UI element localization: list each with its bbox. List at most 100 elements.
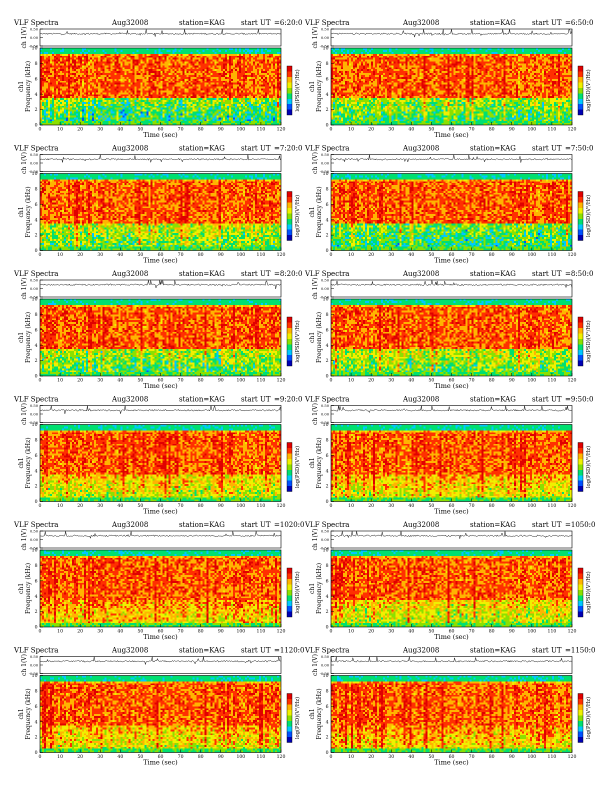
spectrogram-cell [92, 121, 94, 123]
spectrogram-cell [263, 121, 265, 123]
spectrogram-cell [154, 119, 156, 121]
spectrogram-cell [171, 121, 173, 123]
spectrogram-cell [132, 119, 134, 121]
spectrogram-cell [187, 119, 189, 121]
spectrogram-cell [76, 119, 78, 121]
spectrogram-cell [223, 121, 225, 123]
spectrogram-cell [44, 119, 46, 121]
spectrogram-cell [177, 119, 179, 121]
spectrogram-cell [64, 119, 66, 121]
spectrogram-cell [215, 121, 217, 123]
spectrogram-cell [259, 119, 261, 121]
spectrogram-cell [235, 119, 237, 121]
spectrogram-cell [211, 119, 213, 121]
spectrogram-cell [219, 121, 221, 123]
spectrogram-cell [269, 121, 271, 123]
spectrogram-cell [197, 121, 199, 123]
spectrogram-cell [56, 119, 58, 121]
spectrogram-cell [86, 121, 88, 123]
spectrogram-cell [231, 119, 233, 121]
spectrogram-cell [64, 121, 66, 123]
spectrogram-cell [229, 119, 231, 121]
spectrogram-cell [148, 121, 150, 123]
spectrogram-cell [142, 121, 144, 123]
trace-ytick-label: 0.50 [30, 28, 39, 32]
spectrogram-cell [114, 119, 116, 121]
spectrogram-cell [150, 121, 152, 123]
spectrogram-cell [44, 121, 46, 123]
spectrogram-cell [52, 121, 54, 123]
spectrogram-cell [249, 119, 251, 121]
spectrogram-cell [165, 119, 167, 121]
spectrogram-cell [126, 119, 128, 121]
spectrogram-cell [163, 121, 165, 123]
spectrogram-cell [74, 121, 76, 123]
spectrogram-cell [227, 119, 229, 121]
spectrogram-cell [110, 119, 112, 121]
spectra-panel: VLF SpectraAug32008station=KAGstart UT=6… [13, 19, 302, 139]
spectrogram-cell [104, 121, 106, 123]
spectrogram-cell [189, 121, 191, 123]
spectrogram-cell [54, 119, 56, 121]
spectrogram-cell [267, 119, 269, 121]
spectrogram-cell [223, 119, 225, 121]
spectrogram-cell [225, 121, 227, 123]
spectrogram-cell [167, 119, 169, 121]
spectrogram-cell [144, 119, 146, 121]
spectrogram-cell [181, 121, 183, 123]
spectrogram-cell [122, 121, 124, 123]
spectrogram-cell [58, 119, 60, 121]
spectrogram-cell [120, 121, 122, 123]
spectrogram-cell [118, 121, 120, 123]
spectrogram-cell [175, 119, 177, 121]
panel-station-label: station=KAG [179, 19, 225, 27]
spectrogram-cell [88, 121, 90, 123]
spectrogram-cell [134, 121, 136, 123]
spectrogram-cell [203, 119, 205, 121]
spectrogram-cell [90, 119, 92, 121]
spectrogram-cell [249, 121, 251, 123]
spectrogram-cell [94, 119, 96, 121]
spectrogram-cell [122, 119, 124, 121]
trace-ytick-label: 0.00 [30, 36, 39, 40]
spectrogram-cell [158, 119, 160, 121]
spectrogram-cell [128, 119, 130, 121]
spectrogram-cell [100, 119, 102, 121]
spectrogram-cell [221, 121, 223, 123]
spectrogram-cell [185, 119, 187, 121]
spectrogram-cell [237, 121, 239, 123]
spectrogram-cell [130, 121, 132, 123]
spectrogram-cell [241, 119, 243, 121]
trace-frame [40, 29, 281, 46]
spectrogram-cell [86, 119, 88, 121]
spectrogram-cell [163, 119, 165, 121]
spectrogram-cell [193, 121, 195, 123]
spectrogram-cell [245, 121, 247, 123]
spectrogram-cell [219, 119, 221, 121]
spectrogram-cell [42, 121, 44, 123]
panel-ut-value: =6:20:0 [274, 19, 302, 27]
spectrogram-cell [183, 121, 185, 123]
spectrogram-cell [52, 119, 54, 121]
spectrogram-cell [136, 121, 138, 123]
spectrogram-cell [259, 121, 261, 123]
spectrogram-cell [92, 119, 94, 121]
spectrogram-cell [98, 119, 100, 121]
spectrogram-cell [265, 119, 267, 121]
spectrogram-cell [217, 119, 219, 121]
spectrogram-cell [161, 119, 163, 121]
spectrogram-cell [58, 121, 60, 123]
spectrogram-cell [82, 121, 84, 123]
spectrogram-cell [275, 121, 277, 123]
spectrogram-cell [84, 121, 86, 123]
spectrogram-cell [104, 119, 106, 121]
spectrogram-cell [106, 121, 108, 123]
spectrogram-cell [183, 119, 185, 121]
spectrogram-cell [185, 121, 187, 123]
spectrogram-cell [48, 119, 50, 121]
spectrogram-cell [106, 119, 108, 121]
spectrogram-cell [102, 121, 104, 123]
spectrogram-cell [165, 121, 167, 123]
spectrogram-cell [255, 119, 257, 121]
spectrogram-cell [191, 121, 193, 123]
